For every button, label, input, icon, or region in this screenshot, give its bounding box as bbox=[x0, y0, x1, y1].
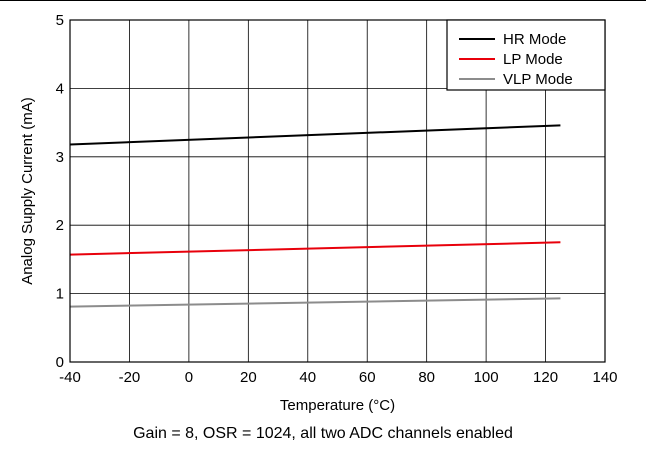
y-tick-label: 5 bbox=[56, 12, 64, 29]
x-tick-label: 20 bbox=[240, 369, 257, 386]
series-lines bbox=[69, 124, 561, 308]
y-tick-label: 3 bbox=[56, 149, 64, 166]
top-rule bbox=[0, 0, 646, 1]
x-tick-label: 100 bbox=[474, 369, 499, 386]
x-tick-label: -20 bbox=[119, 369, 141, 386]
y-tick-labels: 0 1 2 3 4 5 bbox=[56, 12, 64, 371]
legend-label: LP Mode bbox=[503, 51, 563, 68]
y-tick-label: 1 bbox=[56, 286, 64, 303]
legend: HR Mode LP Mode VLP Mode bbox=[446, 19, 606, 91]
chart-caption: Gain = 8, OSR = 1024, all two ADC channe… bbox=[133, 425, 513, 442]
x-axis-label: Temperature (°C) bbox=[280, 397, 395, 414]
series-line bbox=[69, 124, 561, 146]
y-axis-label: Analog Supply Current (mA) bbox=[19, 97, 36, 285]
x-tick-label: 60 bbox=[359, 369, 376, 386]
x-tick-label: 120 bbox=[533, 369, 558, 386]
y-tick-label: 2 bbox=[56, 217, 64, 234]
series-line bbox=[69, 297, 561, 308]
legend-label: HR Mode bbox=[503, 31, 566, 48]
x-tick-label: 80 bbox=[418, 369, 435, 386]
y-tick-label: 4 bbox=[56, 80, 64, 97]
plot-border bbox=[69, 19, 606, 363]
legend-label: VLP Mode bbox=[503, 71, 573, 88]
line-chart: -40 -20 0 20 40 60 80 100 120 140 0 1 2 3 4 5 Temperat… bbox=[19, 12, 618, 414]
series-line bbox=[69, 241, 561, 256]
y-tick-label: 0 bbox=[56, 354, 64, 371]
x-tick-label: 0 bbox=[185, 369, 193, 386]
x-tick-label: 140 bbox=[592, 369, 617, 386]
x-tick-label: 40 bbox=[299, 369, 316, 386]
x-tick-labels: -40 -20 0 20 40 60 80 100 120 140 bbox=[59, 369, 617, 386]
x-tick-label: -40 bbox=[59, 369, 81, 386]
